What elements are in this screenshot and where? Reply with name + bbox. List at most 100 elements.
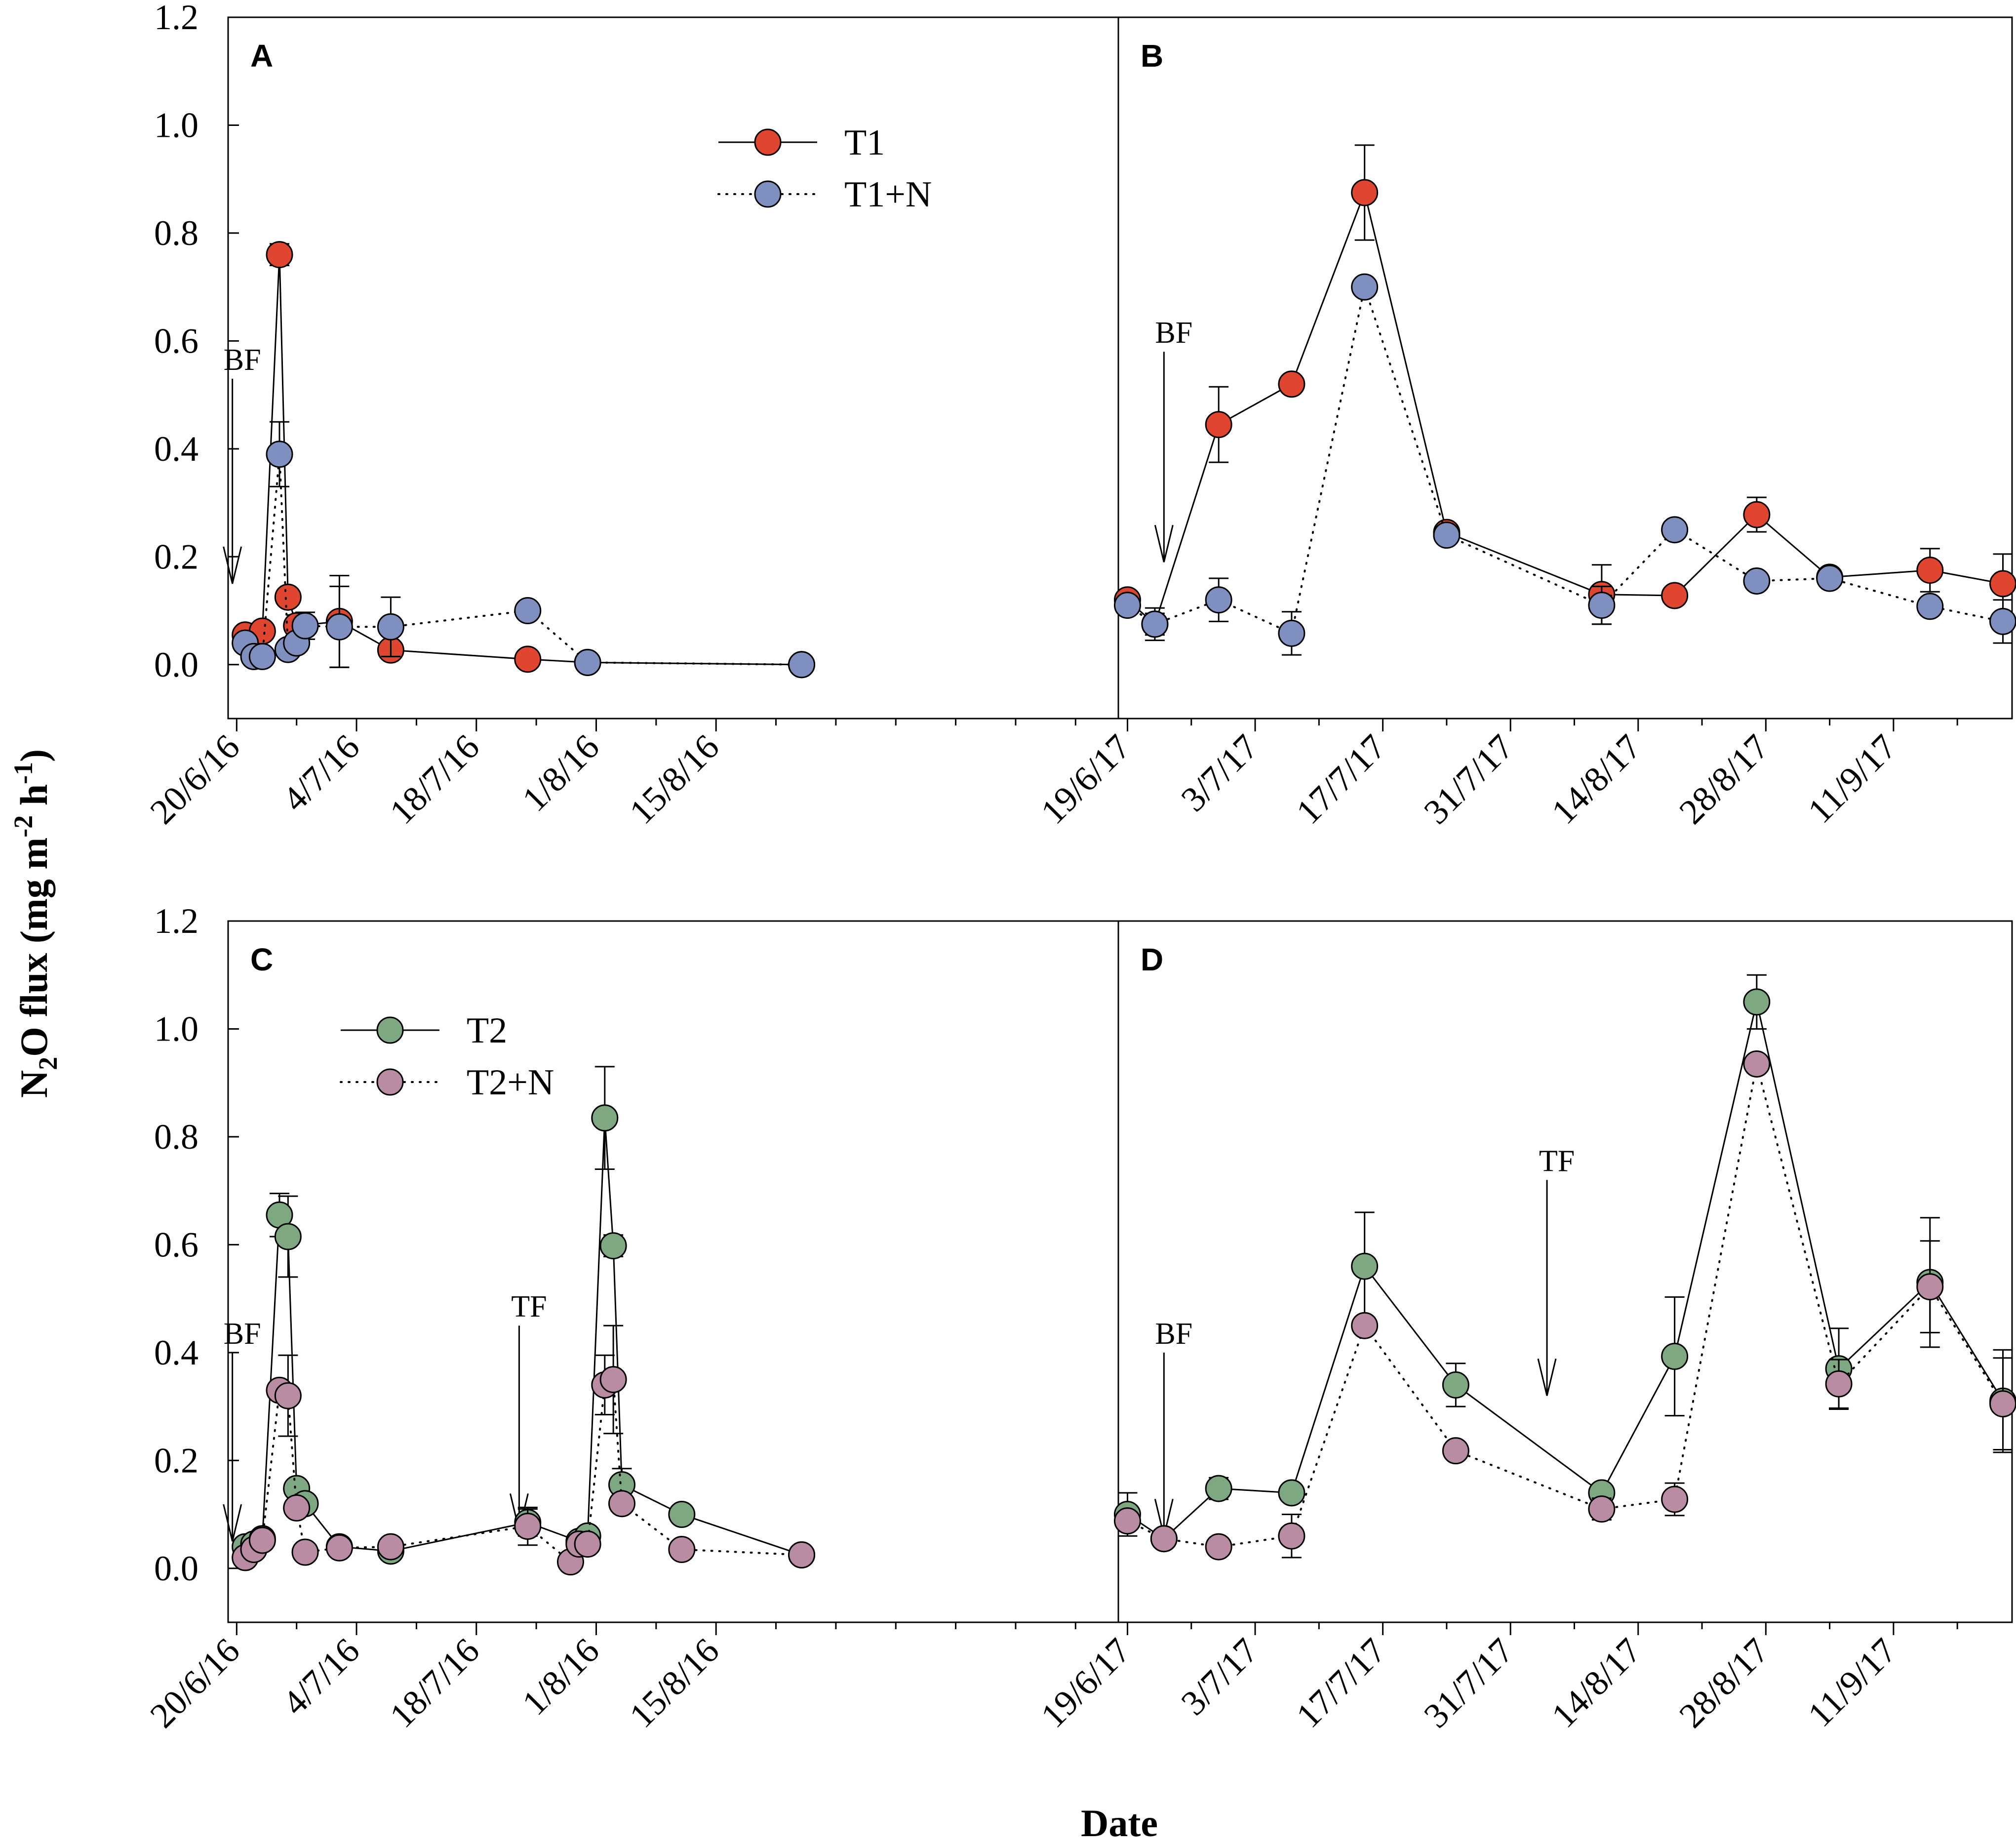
y-tick-label: 0.4 xyxy=(154,429,198,469)
arrow-head xyxy=(223,546,242,584)
series-t1-plus-n xyxy=(1113,273,2016,656)
data-point xyxy=(291,1538,319,1566)
data-point xyxy=(514,645,542,673)
arrow-head xyxy=(223,1504,242,1542)
legend-item: T1+N xyxy=(717,174,932,215)
y-tick-label: 0.6 xyxy=(154,321,198,361)
legend-marker xyxy=(376,1068,404,1096)
annotation-tf: TF xyxy=(1537,1144,1575,1396)
legend-marker xyxy=(754,180,782,208)
y-tick-label: 0.6 xyxy=(154,1225,198,1264)
data-point xyxy=(1141,610,1169,638)
x-tick-label: 4/7/16 xyxy=(275,727,367,819)
x-tick-label: 3/7/17 xyxy=(1174,1631,1266,1723)
arrow-head xyxy=(1154,524,1174,562)
data-point xyxy=(514,1513,542,1540)
legend: T2 T2+N xyxy=(340,1010,554,1103)
x-tick-label: 3/7/17 xyxy=(1174,727,1266,819)
y-tick-label: 0.0 xyxy=(154,645,198,684)
x-tick-label: 17/7/17 xyxy=(1289,1631,1393,1735)
panel-frame xyxy=(1117,920,2013,1623)
annotation-tf: TF xyxy=(509,1290,547,1531)
x-tick-label: 1/8/16 xyxy=(514,1631,607,1723)
data-point xyxy=(1433,522,1461,549)
data-point xyxy=(1442,1371,1469,1399)
panel-frame xyxy=(227,16,1119,720)
x-tick-label: 11/9/17 xyxy=(1800,1631,1904,1734)
y-tick-label: 0.4 xyxy=(154,1333,198,1372)
x-tick-label: 19/6/17 xyxy=(1033,1631,1138,1735)
data-point xyxy=(1989,570,2016,598)
annotation-label: BF xyxy=(1155,316,1192,350)
data-point xyxy=(1743,567,1771,595)
panel-a: A 0.0 0.2 0.4 0.6 0.8 1.0 1.2 20/6/16 4/7/16 18/7/… xyxy=(143,0,1119,832)
y-tick-label: 0.0 xyxy=(154,1549,198,1588)
x-tick-label: 20/6/16 xyxy=(143,1631,247,1735)
annotation-label: TF xyxy=(1539,1144,1575,1178)
data-point xyxy=(248,1526,276,1554)
series-t2-plus-n xyxy=(1113,1050,2016,1561)
series-line xyxy=(1126,283,2004,635)
data-point xyxy=(1351,273,1379,301)
data-point xyxy=(1661,1486,1689,1513)
data-point xyxy=(325,1534,353,1562)
data-point xyxy=(248,642,276,670)
x-tick-label: 20/6/16 xyxy=(143,727,247,832)
series-t2 xyxy=(1113,974,2016,1553)
data-point xyxy=(1278,370,1305,398)
annotation-label: BF xyxy=(224,1317,261,1351)
data-point xyxy=(1588,592,1616,619)
legend-label: T2+N xyxy=(467,1062,554,1103)
data-point xyxy=(266,241,293,269)
panel-c: C 0.0 0.2 0.4 0.6 0.8 1.0 1.2 20/6/16 4/7/16 18/7/… xyxy=(143,901,1119,1735)
data-point xyxy=(1816,564,1844,592)
legend-label: T1+N xyxy=(844,174,932,215)
data-point xyxy=(377,613,404,641)
legend-item: T2 xyxy=(341,1010,507,1051)
legend-marker xyxy=(754,128,782,156)
panel-d: D 19/6/17 3/7/17 17/7/17 31/7/17 14/8/17 28/8/… xyxy=(1033,920,2016,1735)
data-point xyxy=(1205,411,1232,439)
data-point xyxy=(591,1104,619,1132)
panel-label: A xyxy=(250,38,273,74)
arrow-head xyxy=(1537,1358,1557,1396)
legend: T1 T1+N xyxy=(717,122,932,215)
y-tick-label: 0.8 xyxy=(154,1117,198,1157)
data-point xyxy=(788,1541,816,1568)
data-point xyxy=(599,1232,627,1260)
data-point xyxy=(1989,607,2016,635)
panels-group: A0.00.20.40.60.81.01.220/6/16 4/7/16 18/7/… xyxy=(143,0,2016,1735)
y-axis-title: N2O flux (mg m-2 h-1) xyxy=(8,749,63,1098)
x-tick-label: 19/6/17 xyxy=(1033,727,1138,832)
x-tick-label: 4/7/16 xyxy=(275,1631,367,1723)
x-tick-label: 28/8/17 xyxy=(1671,1631,1776,1735)
svg-text:N2O flux (mg m-2 h-1): N2O flux (mg m-2 h-1) xyxy=(8,749,63,1098)
x-tick-label: 11/9/17 xyxy=(1800,727,1904,831)
series-line xyxy=(244,1377,803,1564)
data-point xyxy=(1278,1522,1305,1550)
legend-label: T2 xyxy=(467,1010,507,1051)
x-tick-label: 18/7/16 xyxy=(382,1631,487,1735)
data-point xyxy=(266,441,293,468)
data-point xyxy=(377,1533,404,1561)
data-point xyxy=(1113,592,1141,619)
data-point xyxy=(325,613,353,641)
legend-label: T1 xyxy=(844,122,885,163)
series-line xyxy=(1127,1002,2004,1540)
x-tick-label: 1/8/16 xyxy=(514,727,607,819)
x-tick-label: 15/8/16 xyxy=(622,727,726,832)
annotation-label: BF xyxy=(1155,1317,1192,1351)
x-tick-label: 14/8/17 xyxy=(1544,1631,1649,1735)
data-point xyxy=(668,1501,696,1528)
data-point xyxy=(608,1490,635,1518)
annotation-bf: BF xyxy=(223,343,261,584)
data-point xyxy=(599,1365,627,1393)
data-point xyxy=(1661,1342,1689,1370)
data-point xyxy=(788,651,816,679)
data-point xyxy=(1205,1533,1232,1561)
legend-item: T2+N xyxy=(340,1062,554,1103)
data-point xyxy=(1743,1050,1771,1078)
series-t1-plus-n xyxy=(232,421,816,679)
series-line xyxy=(245,1118,802,1556)
x-tick-label: 31/7/17 xyxy=(1416,727,1521,832)
